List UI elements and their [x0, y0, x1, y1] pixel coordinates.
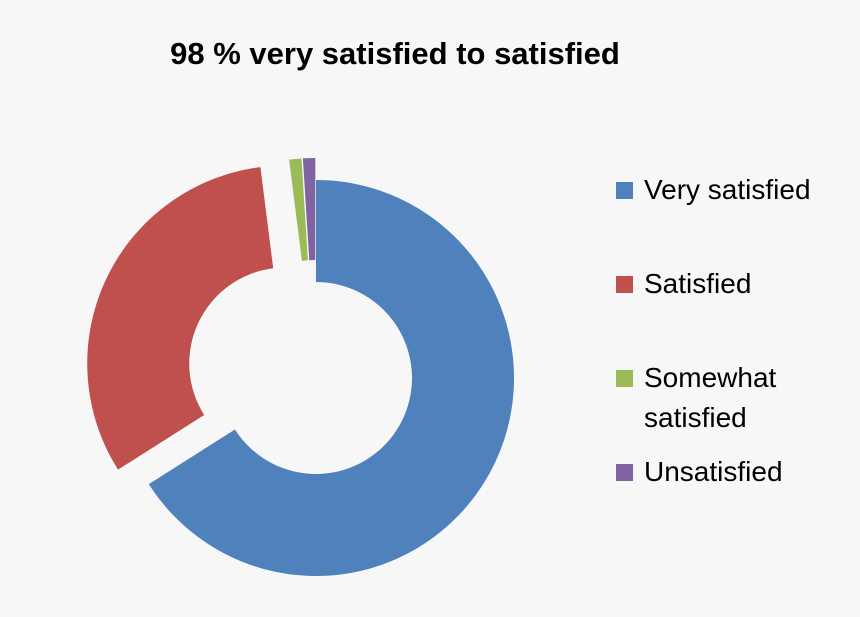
donut-slice-somewhat-satisfied	[289, 158, 308, 261]
legend-item-somewhat-satisfied: Somewhat satisfied	[616, 358, 804, 438]
donut-slice-very-satisfied	[148, 180, 514, 576]
donut-slice-satisfied	[87, 167, 274, 470]
legend-label-very-satisfied: Very satisfied	[644, 174, 811, 205]
donut-slices	[87, 158, 514, 576]
legend-label-unsatisfied: Unsatisfied	[644, 456, 783, 487]
chart-title: 98 % very satisfied to satisfied	[170, 36, 620, 71]
legend-swatch-unsatisfied	[616, 464, 633, 481]
legend-swatch-satisfied	[616, 276, 633, 293]
legend-item-very-satisfied: Very satisfied	[616, 170, 844, 210]
legend-swatch-somewhat-satisfied	[616, 370, 633, 387]
legend-item-unsatisfied: Unsatisfied	[616, 452, 844, 492]
legend-label-satisfied: Satisfied	[644, 268, 752, 299]
donut-slice-unsatisfied	[302, 158, 316, 261]
legend-item-satisfied: Satisfied	[616, 264, 844, 304]
legend-label-somewhat-satisfied: Somewhat satisfied	[644, 362, 777, 433]
legend-swatch-very-satisfied	[616, 182, 633, 199]
